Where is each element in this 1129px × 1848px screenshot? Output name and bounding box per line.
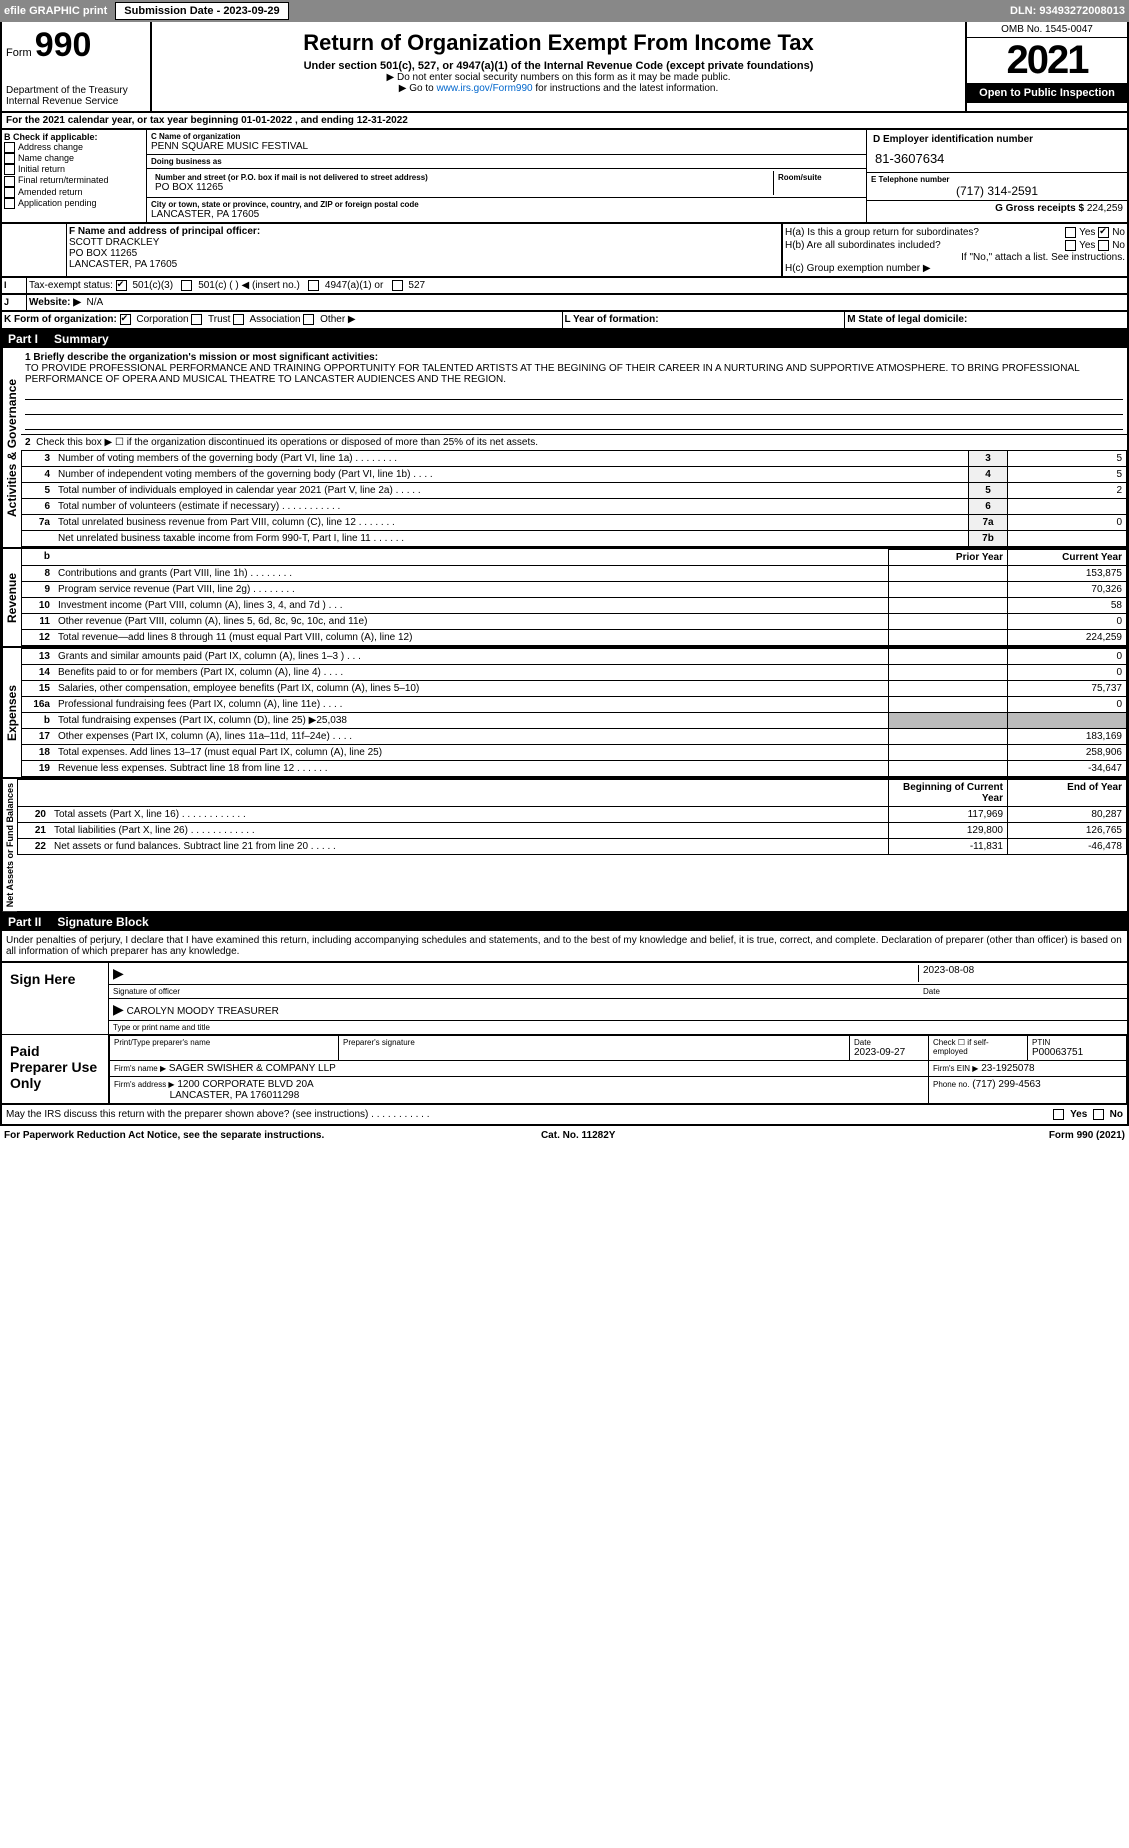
section-h: H(a) Is this a group return for subordin… xyxy=(782,224,1127,276)
row-klm: K Form of organization: Corporation Trus… xyxy=(0,312,1129,329)
org-name-cell: C Name of organization PENN SQUARE MUSIC… xyxy=(147,130,866,155)
sign-here-label: Sign Here xyxy=(2,963,109,1034)
chk-501c[interactable] xyxy=(181,280,192,291)
dept-treasury: Department of the Treasury xyxy=(6,85,146,96)
chk-name-change[interactable]: Name change xyxy=(4,153,144,164)
ein-cell: D Employer identification number 81-3607… xyxy=(867,130,1127,173)
tax-year: 2021 xyxy=(967,38,1127,83)
street-cell: Number and street (or P.O. box if mail i… xyxy=(147,169,866,198)
chk-other[interactable] xyxy=(303,314,314,325)
chk-address-change[interactable]: Address change xyxy=(4,142,144,153)
chk-501c3[interactable] xyxy=(116,280,127,291)
dln: DLN: 93493272008013 xyxy=(1010,5,1125,17)
line-a: For the 2021 calendar year, or tax year … xyxy=(0,113,1129,130)
preparer-phone: (717) 299-4563 xyxy=(972,1079,1040,1090)
ein-value: 81-3607634 xyxy=(871,147,1123,170)
page-footer: For Paperwork Reduction Act Notice, see … xyxy=(0,1126,1129,1145)
sig-date: 2023-08-08 xyxy=(918,965,1123,982)
efile-label: efile GRAPHIC print xyxy=(4,5,107,17)
chk-trust[interactable] xyxy=(191,314,202,325)
gross-receipts: G Gross receipts $ 224,259 xyxy=(867,201,1127,216)
perjury-declaration: Under penalties of perjury, I declare th… xyxy=(0,931,1129,963)
omb-number: OMB No. 1545-0047 xyxy=(967,22,1127,38)
row-fhi: F Name and address of principal officer:… xyxy=(0,224,1129,278)
paid-preparer-label: Paid Preparer Use Only xyxy=(2,1035,109,1103)
city: LANCASTER, PA 17605 xyxy=(151,209,862,220)
org-name: PENN SQUARE MUSIC FESTIVAL xyxy=(151,141,862,152)
chk-discuss-no[interactable] xyxy=(1093,1109,1104,1120)
chk-discuss-yes[interactable] xyxy=(1053,1109,1064,1120)
ptin: P00063751 xyxy=(1032,1047,1122,1058)
ssn-note: ▶ Do not enter social security numbers o… xyxy=(156,72,961,83)
irs-label: Internal Revenue Service xyxy=(6,96,146,107)
row-j: J Website: ▶ N/A xyxy=(0,295,1129,312)
row-i: I Tax-exempt status: 501(c)(3) 501(c) ( … xyxy=(0,278,1129,295)
street: PO BOX 11265 xyxy=(155,182,769,193)
chk-final-return[interactable]: Final return/terminated xyxy=(4,175,144,186)
website: N/A xyxy=(87,297,104,308)
part1-governance: Activities & Governance 1 Briefly descri… xyxy=(0,348,1129,549)
governance-table: 3Number of voting members of the governi… xyxy=(21,450,1127,547)
form-header: Form 990 Department of the Treasury Inte… xyxy=(0,22,1129,113)
form-number: Form 990 xyxy=(6,26,146,65)
officer-typed-name: CAROLYN MOODY TREASURER xyxy=(127,1006,279,1017)
form-subtitle: Under section 501(c), 527, or 4947(a)(1)… xyxy=(156,60,961,72)
side-netassets: Net Assets or Fund Balances xyxy=(2,779,17,911)
revenue-table: bPrior YearCurrent Year 8Contributions a… xyxy=(21,549,1127,646)
section-b: B Check if applicable: Address change Na… xyxy=(2,130,147,222)
side-revenue: Revenue xyxy=(2,549,21,646)
chk-4947[interactable] xyxy=(308,280,319,291)
chk-application-pending[interactable]: Application pending xyxy=(4,198,144,209)
signature-block: Sign Here ▶2023-08-08 Signature of offic… xyxy=(0,963,1129,1105)
chk-association[interactable] xyxy=(233,314,244,325)
firm-address: 1200 CORPORATE BLVD 20A xyxy=(177,1079,313,1090)
part1-header: Part ISummary xyxy=(0,330,1129,348)
may-irs-discuss: May the IRS discuss this return with the… xyxy=(0,1105,1129,1126)
chk-corporation[interactable] xyxy=(120,314,131,325)
side-expenses: Expenses xyxy=(2,648,21,777)
form-title: Return of Organization Exempt From Incom… xyxy=(156,30,961,56)
chk-527[interactable] xyxy=(392,280,403,291)
expenses-table: 13Grants and similar amounts paid (Part … xyxy=(21,648,1127,777)
netassets-table: Beginning of Current YearEnd of Year 20T… xyxy=(17,779,1127,855)
officer-name: SCOTT DRACKLEY xyxy=(69,237,159,248)
firm-name: SAGER SWISHER & COMPANY LLP xyxy=(169,1063,336,1074)
side-governance: Activities & Governance xyxy=(2,348,21,547)
part2-header: Part IISignature Block xyxy=(0,913,1129,931)
chk-amended-return[interactable]: Amended return xyxy=(4,187,144,198)
goto-note: ▶ Go to www.irs.gov/Form990 for instruct… xyxy=(156,83,961,94)
submission-date-button[interactable]: Submission Date - 2023-09-29 xyxy=(115,2,288,20)
chk-initial-return[interactable]: Initial return xyxy=(4,164,144,175)
part1-revenue: Revenue bPrior YearCurrent Year 8Contrib… xyxy=(0,549,1129,648)
phone-cell: E Telephone number (717) 314-2591 xyxy=(867,173,1127,201)
efile-bar: efile GRAPHIC print Submission Date - 20… xyxy=(0,0,1129,22)
header-block-bcdefg: B Check if applicable: Address change Na… xyxy=(0,130,1129,224)
open-public: Open to Public Inspection xyxy=(967,83,1127,103)
firm-ein: 23-1925078 xyxy=(981,1063,1034,1074)
dba-cell: Doing business as xyxy=(147,155,866,169)
irs-link[interactable]: www.irs.gov/Form990 xyxy=(436,83,532,94)
part1-expenses: Expenses 13Grants and similar amounts pa… xyxy=(0,648,1129,779)
mission-text: TO PROVIDE PROFESSIONAL PERFORMANCE AND … xyxy=(25,363,1123,385)
city-cell: City or town, state or province, country… xyxy=(147,198,866,222)
section-f: F Name and address of principal officer:… xyxy=(69,226,779,270)
part1-netassets: Net Assets or Fund Balances Beginning of… xyxy=(0,779,1129,913)
phone-value: (717) 314-2591 xyxy=(871,184,1123,198)
